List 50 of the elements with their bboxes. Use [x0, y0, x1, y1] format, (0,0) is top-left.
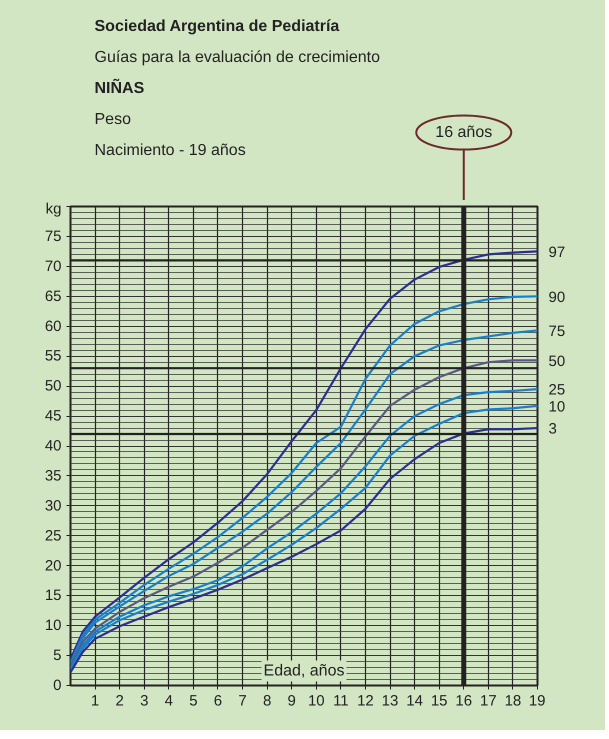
y-tick-label: 0: [53, 677, 62, 694]
series-label: 97: [548, 244, 566, 261]
x-tick-label: 9: [288, 692, 296, 710]
series-label: 25: [548, 382, 566, 399]
y-tick-label: 55: [44, 348, 62, 365]
x-tick-label: 11: [333, 692, 349, 710]
y-tick-label: 35: [44, 467, 62, 484]
series-label: 50: [548, 352, 566, 370]
series-label: 75: [548, 322, 566, 340]
text: NIÑAS: [94, 78, 145, 97]
y-tick-label: 65: [44, 288, 62, 305]
text: Peso: [94, 111, 132, 128]
x-tick-label: 16: [455, 692, 472, 710]
x-tick-label: 13: [382, 692, 398, 710]
text: Nacimiento - 19 años: [94, 142, 246, 159]
x-tick-label: 5: [189, 692, 198, 710]
x-tick-label: 17: [480, 692, 497, 710]
y-tick-label: 20: [44, 557, 62, 574]
y-tick-label: 50: [44, 378, 62, 395]
x-tick-label: 1: [90, 692, 100, 710]
y-tick-label: 10: [44, 617, 62, 634]
x-tick-label: 4: [164, 692, 173, 710]
x-axis-title: Edad, años: [264, 662, 344, 680]
x-tick-label: 10: [308, 692, 325, 710]
x-tick-label: 18: [504, 692, 522, 710]
y-tick-label: 75: [44, 228, 62, 245]
ref-line-label: 16 años: [435, 124, 492, 141]
y-tick-label: 25: [44, 527, 62, 544]
y-tick-label: 30: [44, 497, 62, 514]
y-tick-label: 60: [44, 318, 62, 335]
x-tick-label: 3: [140, 692, 148, 710]
x-tick-label: 8: [262, 692, 272, 710]
x-tick-label: 12: [357, 692, 374, 710]
x-tick-label: 6: [214, 692, 222, 710]
x-tick-label: 7: [238, 692, 247, 710]
x-tick-label: 14: [406, 692, 423, 710]
series-label: 90: [548, 288, 566, 306]
chart-title: Sociedad Argentina de Pediatría: [94, 18, 340, 35]
x-tick-label: 15: [430, 692, 448, 710]
x-tick-label: 19: [528, 692, 546, 710]
y-axis-title: kg: [46, 200, 62, 218]
series-label: 3: [548, 420, 557, 438]
y-tick-label: 40: [44, 438, 62, 454]
y-tick-label: 15: [44, 587, 62, 604]
y-tick-label: 5: [53, 647, 62, 664]
chart-subtitle: Guías para la evaluación de crecimiento: [94, 49, 380, 66]
series-label: 10: [548, 398, 566, 416]
x-tick-label: 2: [115, 692, 124, 710]
y-tick-label: 45: [44, 408, 62, 425]
y-tick-label: 70: [44, 258, 62, 275]
